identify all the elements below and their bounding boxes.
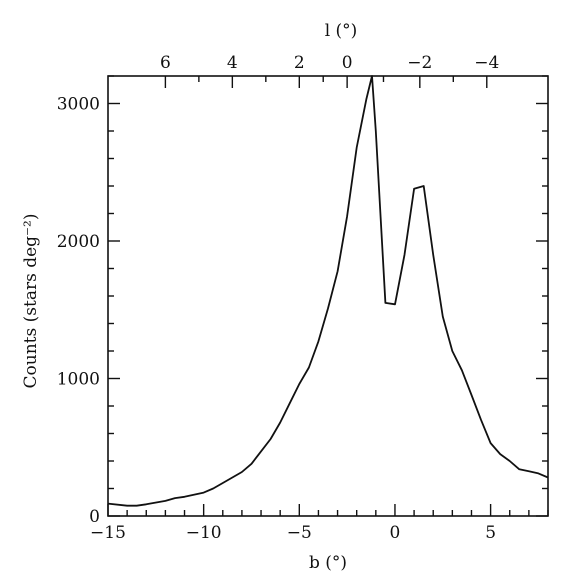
- x-axis-label: b (°): [309, 553, 347, 573]
- top-tick-label: 0: [342, 53, 353, 73]
- ticks-layer: [107, 75, 549, 517]
- top-tick-label: −2: [407, 53, 432, 73]
- top-tick-label: −4: [474, 53, 499, 73]
- y-axis-label: Counts (stars deg⁻²): [21, 214, 41, 389]
- x-tick-label: −5: [287, 523, 312, 543]
- x-tick-label: −10: [186, 523, 222, 543]
- top-tick-label: 2: [294, 53, 305, 73]
- y-tick-label: 1000: [57, 370, 100, 390]
- series-line: [107, 75, 549, 507]
- top-axis-label: l (°): [325, 21, 358, 41]
- x-tick-label: 0: [390, 523, 401, 543]
- tick-labels-layer: −15 −10 −5 0 5 6 4 2 0 −2 −4 0 1000 2000 3000: [57, 53, 500, 543]
- top-tick-label: 4: [227, 53, 238, 73]
- y-tick-label: 0: [89, 507, 100, 527]
- y-tick-label: 3000: [57, 95, 100, 115]
- top-tick-label: 6: [160, 53, 171, 73]
- plot-frame: [107, 75, 549, 517]
- x-tick-label: −15: [90, 523, 126, 543]
- y-tick-label: 2000: [57, 232, 100, 252]
- x-tick-label: 5: [485, 523, 496, 543]
